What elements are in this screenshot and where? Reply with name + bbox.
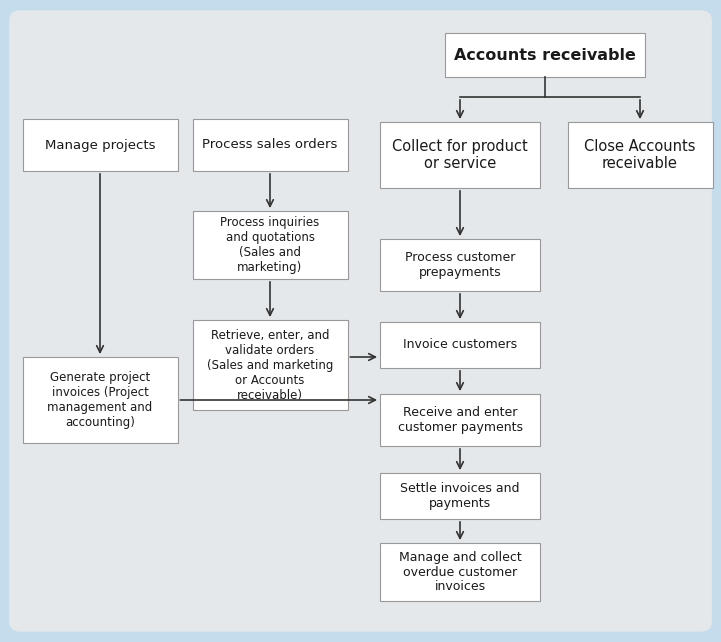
Bar <box>193 119 348 171</box>
Text: Receive and enter
customer payments: Receive and enter customer payments <box>397 406 523 434</box>
Bar <box>380 543 540 601</box>
Bar <box>193 320 348 410</box>
Text: Manage and collect
overdue customer
invoices: Manage and collect overdue customer invo… <box>399 550 521 593</box>
Text: Process customer
prepayments: Process customer prepayments <box>404 251 516 279</box>
Text: Process inquiries
and quotations
(Sales and
marketing): Process inquiries and quotations (Sales … <box>221 216 319 274</box>
Text: Close Accounts
receivable: Close Accounts receivable <box>584 139 696 171</box>
Text: Invoice customers: Invoice customers <box>403 338 517 352</box>
Text: Accounts receivable: Accounts receivable <box>454 48 636 62</box>
Text: Settle invoices and
payments: Settle invoices and payments <box>400 482 520 510</box>
Bar <box>445 33 645 77</box>
Bar <box>193 211 348 279</box>
Bar <box>22 119 177 171</box>
Bar <box>22 357 177 443</box>
Text: Manage projects: Manage projects <box>45 139 155 152</box>
Bar <box>567 122 712 188</box>
Bar <box>380 322 540 368</box>
Text: Generate project
invoices (Project
management and
accounting): Generate project invoices (Project manag… <box>48 371 153 429</box>
Text: Collect for product
or service: Collect for product or service <box>392 139 528 171</box>
FancyBboxPatch shape <box>9 10 712 632</box>
Bar <box>380 239 540 291</box>
Text: Process sales orders: Process sales orders <box>203 139 337 152</box>
Bar <box>380 473 540 519</box>
Text: Retrieve, enter, and
validate orders
(Sales and marketing
or Accounts
receivable: Retrieve, enter, and validate orders (Sa… <box>207 329 333 401</box>
Bar <box>380 122 540 188</box>
Bar <box>380 394 540 446</box>
